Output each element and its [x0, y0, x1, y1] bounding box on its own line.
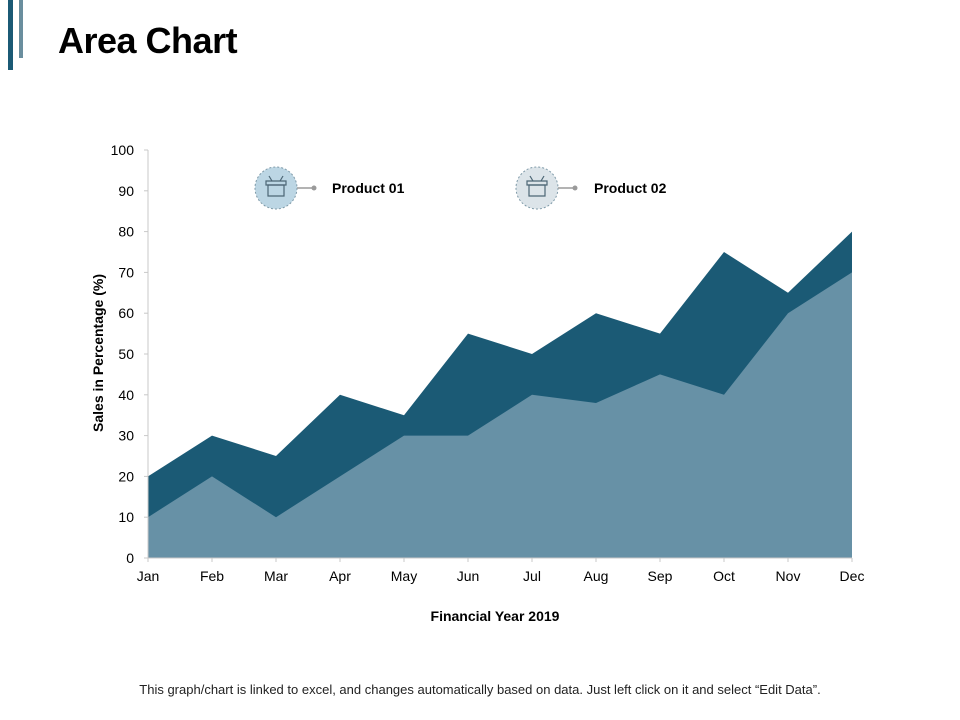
x-tick-label: Sep — [648, 568, 673, 584]
x-tick-label: Nov — [776, 568, 801, 584]
y-tick-labels: 0 10 20 30 40 50 60 70 80 90 100 — [111, 142, 135, 566]
legend-connector-dot — [311, 185, 317, 191]
legend-label: Product 01 — [332, 180, 405, 196]
legend-item-2: Product 02 — [515, 166, 667, 210]
chart-areas — [148, 231, 852, 558]
y-tick-label: 10 — [118, 509, 134, 525]
y-tick-label: 20 — [118, 468, 134, 484]
x-tick-label: Mar — [264, 568, 288, 584]
accent-bar-secondary — [19, 0, 23, 58]
x-tick-label: Feb — [200, 568, 224, 584]
y-tick-label: 70 — [118, 264, 134, 280]
footnote: This graph/chart is linked to excel, and… — [139, 682, 821, 697]
area-series-1 — [148, 272, 852, 558]
x-tick-label: Jul — [523, 568, 541, 584]
legend-marker — [515, 166, 559, 210]
x-tick-label: Oct — [713, 568, 735, 584]
chart-axes — [144, 149, 853, 562]
x-tick-label: Apr — [329, 568, 351, 584]
box-icon — [526, 175, 548, 197]
legend-label: Product 02 — [594, 180, 667, 196]
box-icon — [265, 175, 287, 197]
legend-item-1: Product 01 — [254, 166, 405, 210]
x-axis-label: Financial Year 2019 — [431, 608, 560, 624]
y-tick-label: 40 — [118, 387, 134, 403]
y-tick-label: 100 — [111, 142, 135, 158]
x-tick-label: Aug — [584, 568, 609, 584]
x-tick-labels: Jan Feb Mar Apr May Jun Jul Aug Sep Oct Nov Dec — [137, 568, 865, 584]
x-tick-label: May — [391, 568, 417, 584]
x-tick-label: Dec — [840, 568, 865, 584]
y-tick-label: 80 — [118, 224, 134, 240]
x-tick-label: Jun — [457, 568, 480, 584]
y-tick-label: 60 — [118, 305, 134, 321]
y-tick-label: 0 — [126, 550, 134, 566]
x-tick-label: Jan — [137, 568, 160, 584]
page-title: Area Chart — [58, 20, 238, 61]
y-tick-label: 90 — [118, 183, 134, 199]
legend-connector-dot — [572, 185, 578, 191]
y-tick-label: 50 — [118, 346, 134, 362]
y-axis-label: Sales in Percentage (%) — [90, 274, 106, 432]
chart-legend: Product 01 Product 02 — [254, 166, 667, 210]
legend-marker — [254, 166, 298, 210]
y-tick-label: 30 — [118, 428, 134, 444]
accent-bar — [8, 0, 13, 70]
